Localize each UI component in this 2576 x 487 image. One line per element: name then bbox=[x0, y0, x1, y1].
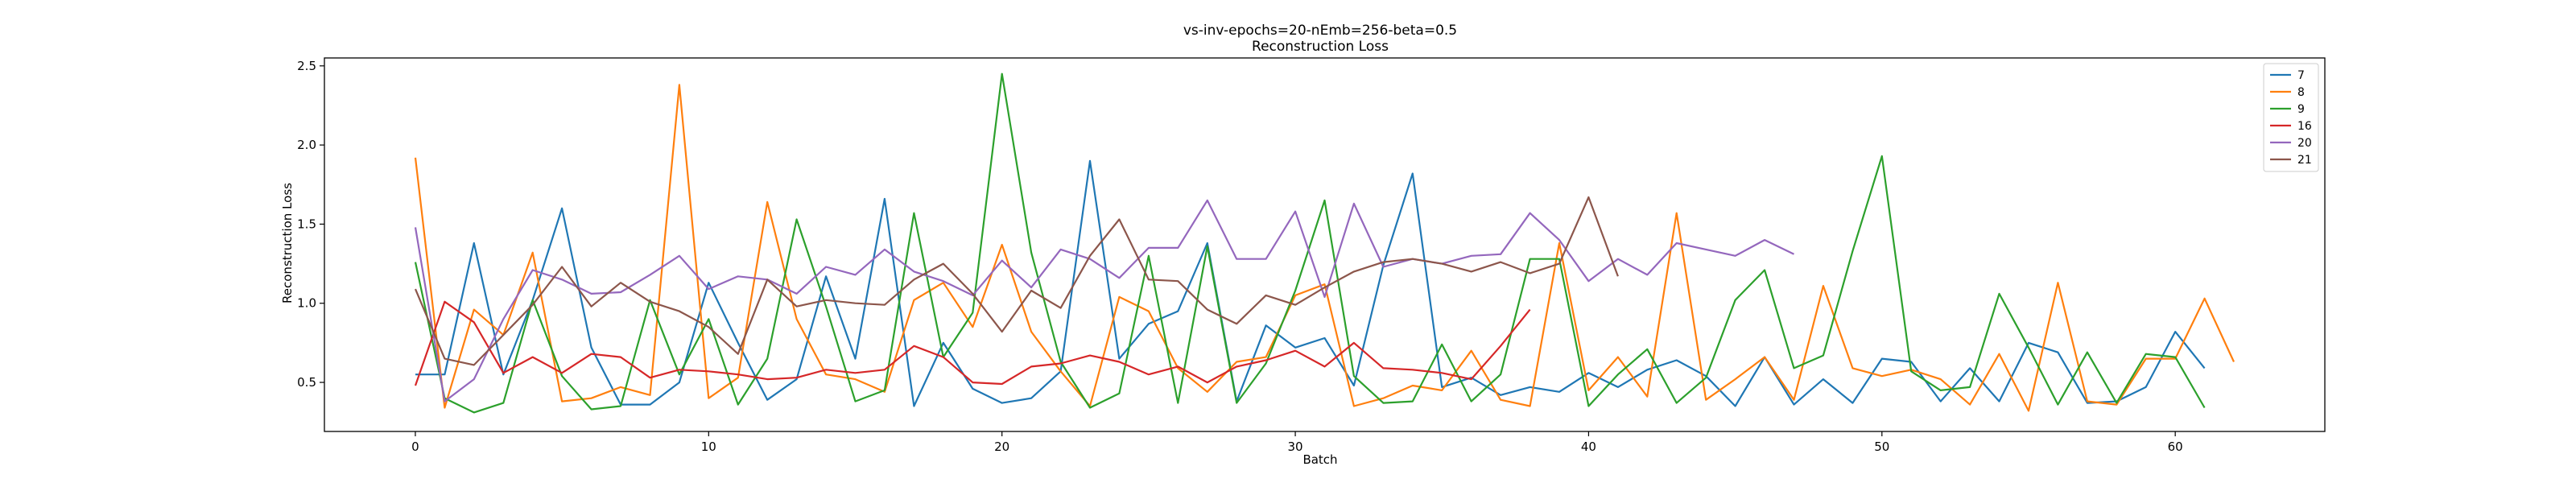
y-tick-label: 0.5 bbox=[297, 375, 316, 390]
axes: 0 10 20 30 40 50 60 0.5 1.0 1.5 2.0 2.5 bbox=[297, 57, 2326, 454]
legend-label-20: 20 bbox=[2297, 137, 2312, 150]
series-line-8 bbox=[414, 84, 2235, 412]
x-tick-label: 10 bbox=[701, 440, 716, 454]
legend-label-16: 16 bbox=[2297, 120, 2312, 133]
y-tick-label: 2.5 bbox=[297, 59, 316, 73]
series-line-16 bbox=[414, 300, 1531, 386]
series-line-20 bbox=[414, 199, 1794, 402]
plot-frame bbox=[324, 57, 2326, 432]
legend: 7 8 9 16 20 21 bbox=[2263, 63, 2319, 172]
y-tick-label: 2.0 bbox=[297, 138, 316, 152]
x-tick-label: 50 bbox=[1874, 440, 1889, 454]
x-tick-label: 30 bbox=[1288, 440, 1303, 454]
x-tick-label: 40 bbox=[1581, 440, 1596, 454]
series-line-9 bbox=[414, 72, 2206, 414]
x-tick-label: 0 bbox=[411, 440, 419, 454]
series-line-21 bbox=[414, 196, 1619, 366]
y-tick-label: 1.0 bbox=[297, 296, 316, 311]
chart-title: vs-inv-epochs=20-nEmb=256-beta=0.5 bbox=[1183, 23, 1457, 39]
chart-subtitle: Reconstruction Loss bbox=[1252, 39, 1389, 55]
y-tick-label: 1.5 bbox=[297, 217, 316, 231]
series-line-7 bbox=[415, 159, 2206, 407]
legend-label-7: 7 bbox=[2297, 69, 2305, 82]
x-tick-label: 20 bbox=[994, 440, 1009, 454]
legend-label-21: 21 bbox=[2297, 154, 2312, 167]
x-axis-label: Batch bbox=[1302, 452, 1337, 467]
legend-box bbox=[2263, 63, 2319, 172]
legend-label-9: 9 bbox=[2297, 103, 2305, 116]
legend-label-8: 8 bbox=[2297, 86, 2305, 99]
y-axis-label: Reconstruction Loss bbox=[280, 183, 295, 303]
plot-area bbox=[414, 72, 2235, 414]
x-tick-label: 60 bbox=[2168, 440, 2183, 454]
